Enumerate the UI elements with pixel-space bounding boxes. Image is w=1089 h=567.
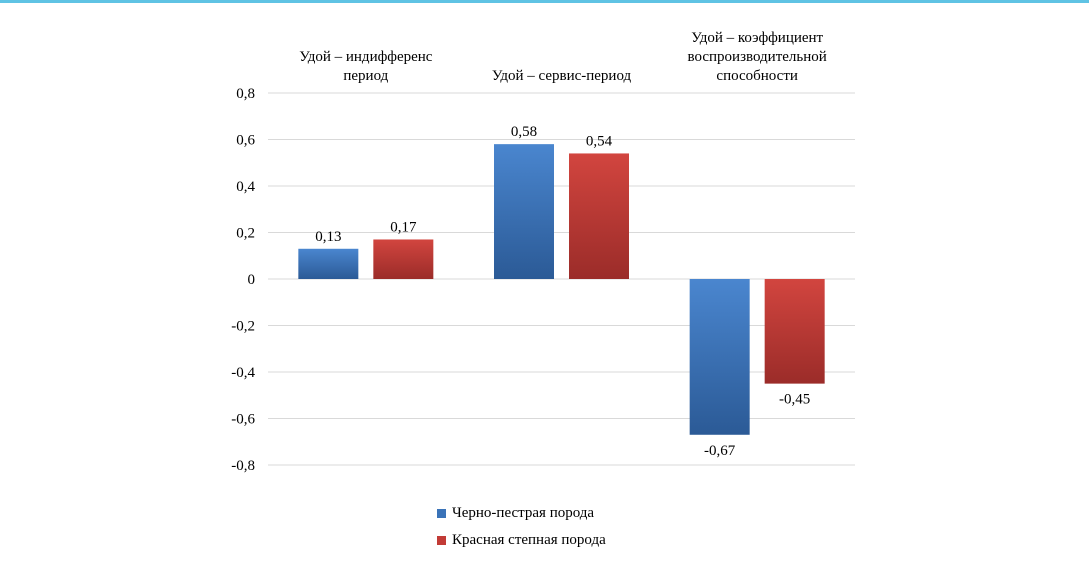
data-label: 0,13	[315, 229, 341, 245]
category-label: период	[343, 68, 388, 84]
data-label: -0,45	[779, 392, 810, 408]
bar	[764, 279, 825, 384]
y-tick-label: -0,8	[231, 458, 255, 474]
legend-swatch-blue	[437, 509, 446, 518]
category-label: Удой – коэффициент	[691, 30, 823, 46]
bar	[494, 144, 554, 279]
data-label: 0,17	[390, 219, 417, 235]
bar-chart: 0,8 0,6 0,4 0,2 0 -0,2 -0,4 -0,6 -0,8 Удой – инд…	[231, 30, 855, 474]
bar	[689, 279, 750, 435]
category-label: воспроизводительной	[688, 49, 827, 65]
y-axis-ticks: 0,8 0,6 0,4 0,2 0 -0,2 -0,4 -0,6 -0,8	[231, 86, 255, 474]
gridlines	[268, 92, 855, 466]
legend: Черно-пестрая порода Красная степная пор…	[437, 500, 606, 554]
y-tick-label: 0,6	[236, 133, 255, 149]
legend-swatch-red	[437, 536, 446, 545]
legend-item-series-1: Черно-пестрая порода	[437, 500, 606, 527]
legend-label-series-2: Красная степная порода	[452, 532, 606, 548]
bar	[373, 239, 434, 279]
y-tick-label: -0,4	[231, 365, 255, 381]
top-border-line	[0, 0, 1089, 3]
data-label: -0,67	[704, 443, 736, 459]
category-label: Удой – сервис-период	[492, 68, 632, 84]
category-label: Удой – индифференс	[299, 49, 433, 65]
bar	[298, 248, 359, 279]
data-label: 0,58	[511, 124, 537, 140]
y-tick-label: 0	[248, 272, 256, 288]
y-tick-label: -0,6	[231, 412, 255, 428]
legend-item-series-2: Красная степная порода	[437, 527, 606, 554]
legend-label-series-1: Черно-пестрая порода	[452, 505, 595, 521]
category-label: способности	[716, 68, 798, 84]
bar	[569, 153, 629, 279]
y-tick-label: -0,2	[231, 319, 255, 335]
data-label: 0,54	[586, 133, 613, 149]
bars	[298, 144, 825, 435]
y-tick-label: 0,4	[236, 179, 255, 195]
y-tick-label: 0,8	[236, 86, 255, 102]
y-tick-label: 0,2	[236, 226, 255, 242]
data-labels: 0,13 0,17 0,58 0,54 -0,67 -0,45	[315, 124, 810, 459]
category-labels: Удой – индифференс период Удой – сервис-пе…	[299, 30, 827, 84]
